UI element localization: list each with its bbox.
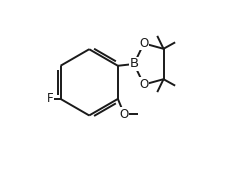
Text: O: O <box>139 37 148 50</box>
Text: O: O <box>120 108 129 121</box>
Text: O: O <box>139 78 148 91</box>
Text: B: B <box>130 57 138 71</box>
Text: F: F <box>46 92 53 105</box>
